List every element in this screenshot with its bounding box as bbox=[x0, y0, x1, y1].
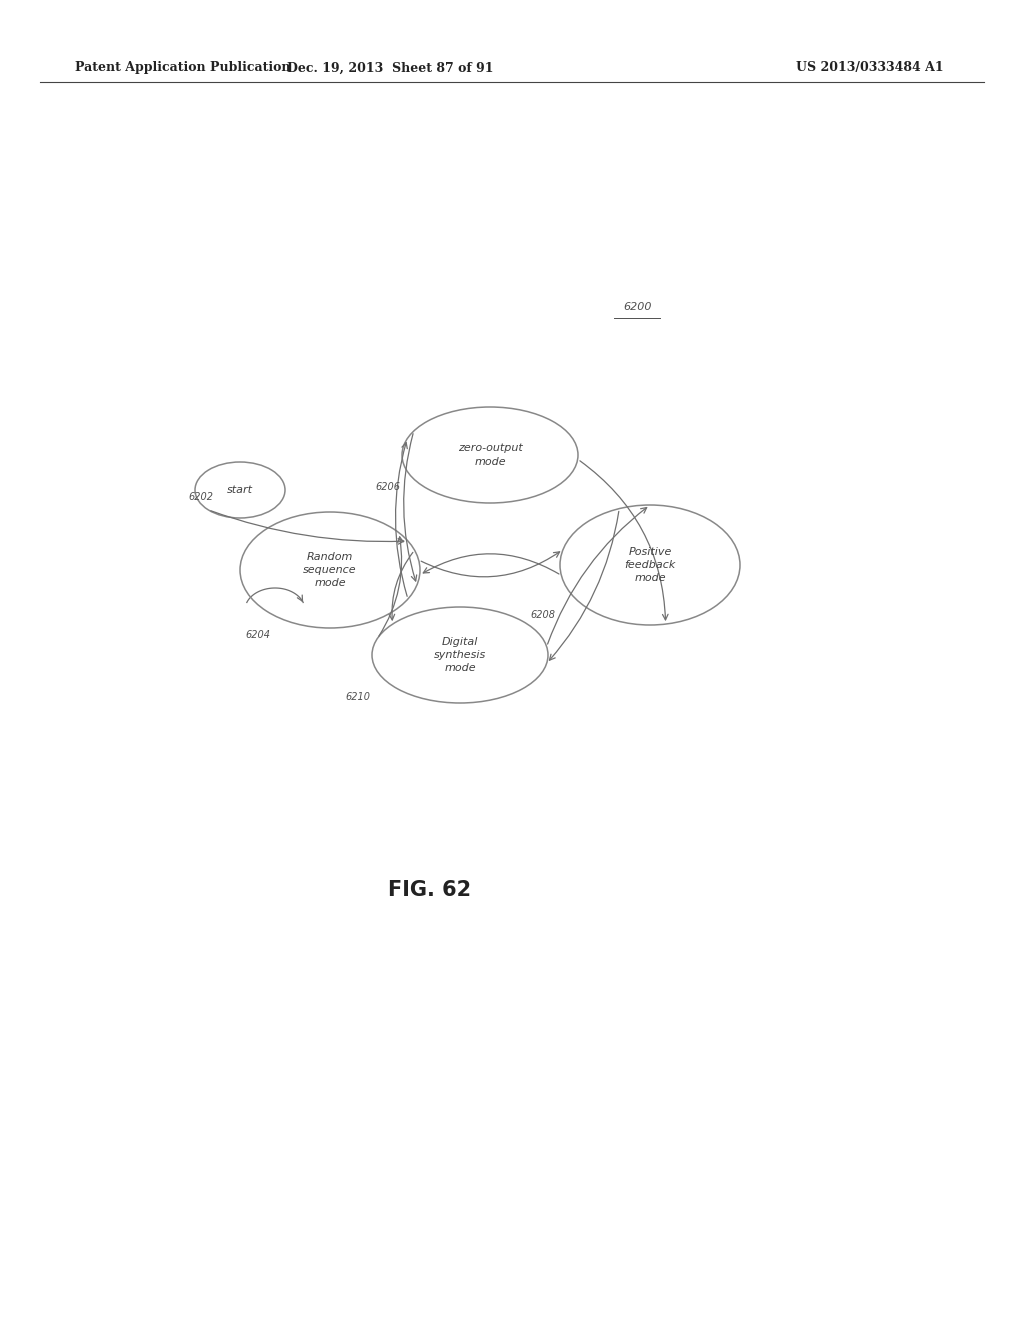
Text: FIG. 62: FIG. 62 bbox=[388, 880, 472, 900]
Text: Patent Application Publication: Patent Application Publication bbox=[75, 62, 291, 74]
Text: start: start bbox=[227, 484, 253, 495]
Text: Random
sequence
mode: Random sequence mode bbox=[303, 552, 356, 589]
Text: 6206: 6206 bbox=[375, 482, 400, 492]
Text: Digital
synthesis
mode: Digital synthesis mode bbox=[434, 636, 486, 673]
Text: 6202: 6202 bbox=[188, 492, 213, 502]
Text: Positive
feedback
mode: Positive feedback mode bbox=[625, 546, 676, 583]
Text: 6204: 6204 bbox=[245, 630, 270, 640]
Text: 6208: 6208 bbox=[530, 610, 555, 620]
Text: zero-output
mode: zero-output mode bbox=[458, 444, 522, 466]
Text: 6200: 6200 bbox=[624, 302, 652, 312]
Text: 6210: 6210 bbox=[345, 692, 370, 702]
Text: Dec. 19, 2013  Sheet 87 of 91: Dec. 19, 2013 Sheet 87 of 91 bbox=[287, 62, 494, 74]
Text: US 2013/0333484 A1: US 2013/0333484 A1 bbox=[797, 62, 944, 74]
